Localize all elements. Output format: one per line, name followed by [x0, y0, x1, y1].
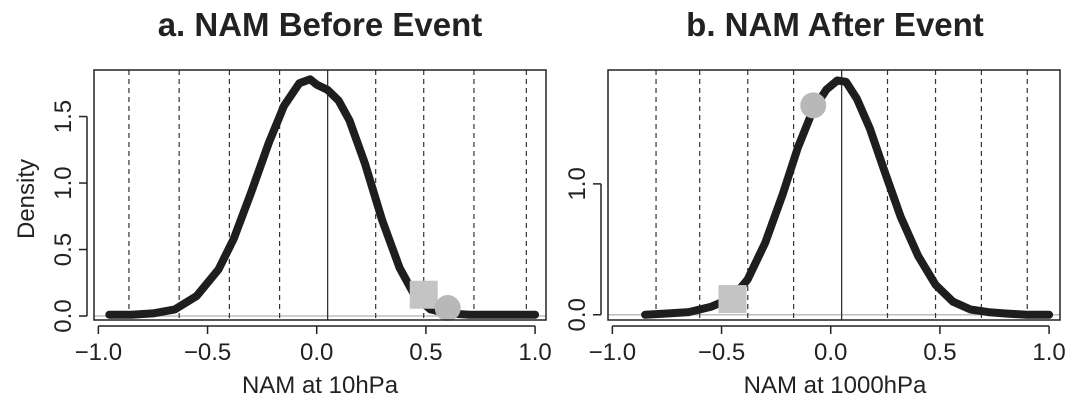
- y-tick-label: 1.5: [50, 100, 77, 133]
- x-tick-label: 1.0: [1032, 339, 1065, 366]
- y-tick-label: 0.0: [50, 299, 77, 332]
- x-tick-label: −1.0: [75, 339, 122, 366]
- x-tick-label: −0.5: [184, 339, 231, 366]
- x-tick-label: 0.5: [409, 339, 442, 366]
- x-tick-label: −1.0: [589, 339, 636, 366]
- panel-b-plot: −1.0 −0.5 0.0 0.5 1.0 0.0 1.0: [564, 69, 1066, 366]
- x-tick-label: 0.0: [814, 339, 847, 366]
- panel-b: b. NAM After Event −1.0 −0.5 0.0 0.5 1.0 0.0 1…: [564, 6, 1066, 399]
- plot-frame: [93, 69, 547, 321]
- y-tick-label: 0.5: [50, 233, 77, 266]
- x-tick-label: 1.0: [518, 339, 551, 366]
- panel-a-y-axis-label: Density: [13, 159, 40, 239]
- y-tick-label: 0.0: [564, 298, 591, 331]
- square-marker: [718, 285, 747, 314]
- x-tick-label: 0.5: [923, 339, 956, 366]
- panel-a: a. NAM Before Event −1.0 −0.5 0.0 0.5 1.0 0.0…: [13, 6, 552, 399]
- density-curve: [641, 76, 1054, 319]
- panel-a-plot: −1.0 −0.5 0.0 0.5 1.0 0.0 0.5 1.0 1.5: [50, 69, 552, 366]
- square-marker: [409, 280, 438, 309]
- circle-marker: [800, 92, 827, 119]
- density-curve: [105, 75, 540, 319]
- x-tick-label: −0.5: [698, 339, 745, 366]
- panel-a-x-axis-label: NAM at 10hPa: [242, 372, 399, 399]
- circle-marker: [434, 295, 461, 322]
- x-tick-label: 0.0: [300, 339, 333, 366]
- y-tick-label: 1.0: [564, 167, 591, 200]
- panel-b-title: b. NAM After Event: [686, 6, 984, 43]
- panel-b-x-axis-label: NAM at 1000hPa: [744, 372, 927, 399]
- y-tick-label: 1.0: [50, 166, 77, 199]
- panel-a-title: a. NAM Before Event: [158, 6, 483, 43]
- plot-frame: [607, 69, 1061, 321]
